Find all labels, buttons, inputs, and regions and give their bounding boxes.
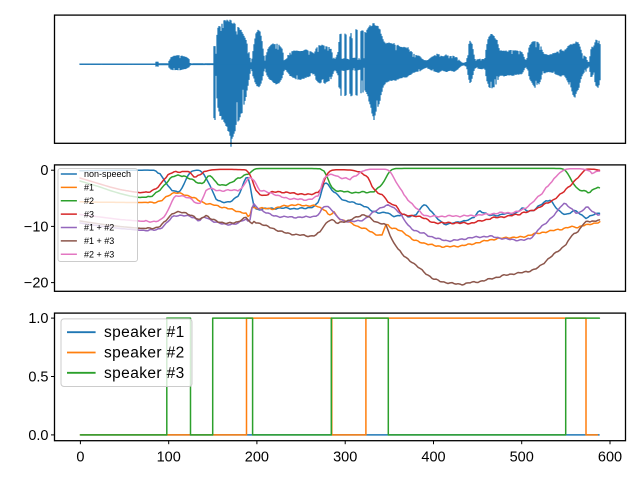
svg-text:#1 + #2: #1 + #2 (84, 223, 114, 233)
svg-text:non-speech: non-speech (84, 169, 131, 179)
svg-text:200: 200 (245, 450, 269, 466)
svg-text:speaker #3: speaker #3 (104, 365, 185, 382)
svg-text:600: 600 (598, 450, 622, 466)
svg-text:speaker #2: speaker #2 (104, 345, 185, 362)
svg-text:500: 500 (510, 450, 534, 466)
svg-text:300: 300 (333, 450, 357, 466)
svg-text:speaker #1: speaker #1 (104, 324, 185, 341)
svg-text:0.0: 0.0 (28, 428, 48, 444)
svg-text:0: 0 (40, 163, 48, 179)
svg-text:#1: #1 (84, 183, 94, 193)
svg-text:0.5: 0.5 (28, 370, 48, 386)
svg-text:1.0: 1.0 (28, 311, 48, 327)
svg-text:#1 + #3: #1 + #3 (84, 236, 114, 246)
svg-text:−10: −10 (24, 219, 49, 235)
svg-text:#2 + #3: #2 + #3 (84, 249, 114, 259)
svg-text:0: 0 (76, 450, 84, 466)
svg-text:400: 400 (421, 450, 445, 466)
svg-text:#3: #3 (84, 209, 94, 219)
svg-text:−20: −20 (24, 276, 49, 292)
svg-text:100: 100 (157, 450, 181, 466)
svg-text:#2: #2 (84, 196, 94, 206)
